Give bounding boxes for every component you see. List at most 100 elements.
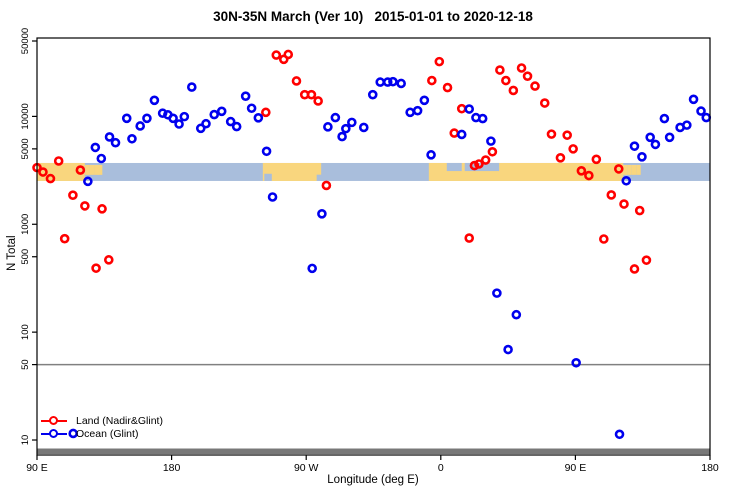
data-point-ocean (341, 123, 351, 134)
x-tick-label: 90 E (26, 462, 48, 474)
data-point-land (38, 167, 48, 177)
data-point-ocean (375, 77, 386, 87)
data-point-ocean (149, 95, 160, 106)
data-point-ocean (650, 139, 661, 150)
data-point-ocean (168, 113, 178, 124)
data-point-ocean (645, 132, 655, 143)
data-point-land (480, 155, 491, 165)
data-point-ocean (201, 118, 211, 129)
data-point-land (629, 264, 640, 274)
legend: Land (Nadir&Glint) Ocean (Glint) (41, 414, 163, 440)
data-point-ocean (688, 94, 699, 105)
data-point-ocean (419, 95, 430, 106)
data-point-ocean (121, 113, 132, 124)
data-point-ocean (157, 108, 168, 119)
data-point-ocean (614, 429, 625, 440)
data-point-land (449, 128, 460, 138)
data-point-land (641, 255, 652, 265)
data-point-ocean (186, 82, 197, 92)
data-point-ocean (629, 141, 640, 151)
data-point-land (313, 96, 323, 106)
legend-label-ocean: Ocean (Glint) (76, 427, 139, 440)
data-point-ocean (337, 131, 347, 142)
data-point-land (634, 205, 645, 216)
data-point-ocean (682, 120, 692, 130)
data-point-land (53, 156, 64, 166)
data-point-ocean (511, 309, 522, 320)
data-point-ocean (358, 122, 369, 133)
data-point-ocean (347, 117, 357, 128)
data-point-land (103, 255, 114, 265)
data-point-land (59, 233, 70, 244)
data-point-land (613, 164, 624, 174)
data-point-land (464, 233, 475, 243)
data-point-land (555, 153, 566, 163)
data-point-land (522, 71, 533, 81)
data-point-ocean (456, 129, 467, 140)
data-point-land (442, 82, 453, 93)
data-point-ocean (110, 137, 121, 148)
data-point-ocean (367, 89, 378, 100)
chart-title: 30N-35N March (Ver 10) 2015-01-01 to 202… (213, 9, 533, 24)
data-point-ocean (246, 103, 257, 114)
legend-item-ocean: Ocean (Glint) (41, 427, 163, 440)
band-ocean-notch (316, 174, 323, 181)
data-point-land (501, 75, 511, 86)
band-land-speck (85, 164, 90, 175)
data-point-land (584, 170, 594, 181)
ocean-series-marker-icon (41, 428, 67, 439)
data-point-ocean (231, 121, 242, 132)
band-land-speck (94, 164, 99, 175)
data-point-land (619, 199, 629, 209)
data-point-ocean (96, 153, 107, 164)
x-tick-label: 90 E (565, 462, 587, 474)
data-point-ocean (405, 107, 415, 118)
data-point-land (261, 107, 271, 118)
data-point-land (576, 166, 587, 176)
x-axis-label: Longitude (deg E) (327, 474, 419, 486)
data-point-land (45, 173, 56, 184)
data-point-land (562, 130, 572, 140)
data-point-ocean (68, 428, 78, 439)
data-point-land (487, 146, 498, 157)
land-series-marker-icon (41, 415, 67, 426)
data-point-land (516, 63, 527, 73)
data-point-land (97, 204, 107, 214)
data-point-ocean (696, 106, 706, 116)
y-tick-label: 50 (20, 359, 31, 370)
data-point-land (68, 190, 78, 200)
data-point-land (80, 201, 90, 211)
y-tick-label: 5000 (20, 138, 31, 159)
bottom-gray-rule (37, 448, 710, 454)
data-point-ocean (323, 122, 333, 132)
data-point-ocean (127, 133, 137, 144)
data-point-land (321, 180, 332, 191)
data-point-ocean (571, 357, 581, 368)
legend-label-land: Land (Nadir&Glint) (76, 414, 163, 427)
x-tick-label: 180 (163, 462, 181, 474)
band-land-speck (97, 164, 103, 175)
y-tick-label: 10000 (20, 103, 31, 129)
band-land-speck (631, 164, 637, 175)
data-point-ocean (664, 132, 675, 143)
data-point-ocean (464, 104, 475, 114)
band-land-speck (622, 164, 628, 175)
data-point-land (283, 49, 294, 60)
data-point-land (599, 234, 609, 244)
data-point-ocean (104, 132, 115, 142)
data-point-ocean (195, 123, 206, 134)
band-ocean-notch (264, 173, 272, 181)
y-tick-label: 10 (20, 435, 31, 446)
data-point-land (530, 81, 540, 91)
data-point-land (456, 103, 467, 114)
plot-box (36, 37, 711, 456)
data-point-land (539, 98, 550, 108)
data-point-ocean (637, 152, 647, 162)
data-point-ocean (388, 76, 398, 87)
x-tick-label: 180 (701, 462, 719, 474)
data-point-ocean (330, 112, 341, 123)
y-tick-label: 1000 (20, 214, 31, 235)
data-point-ocean (307, 263, 317, 274)
x-tick-label: 0 (438, 462, 444, 474)
data-point-land (291, 76, 302, 86)
